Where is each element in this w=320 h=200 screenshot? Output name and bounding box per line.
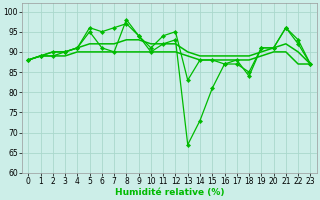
X-axis label: Humidité relative (%): Humidité relative (%) bbox=[115, 188, 224, 197]
